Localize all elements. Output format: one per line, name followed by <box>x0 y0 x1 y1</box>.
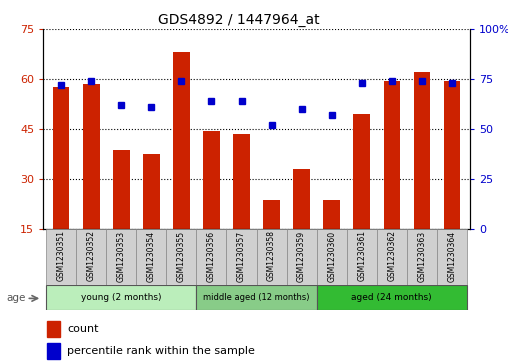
Bar <box>197 229 227 285</box>
Text: GDS4892 / 1447964_at: GDS4892 / 1447964_at <box>158 13 320 27</box>
Text: count: count <box>67 324 99 334</box>
Text: GSM1230359: GSM1230359 <box>297 231 306 281</box>
Text: aged (24 months): aged (24 months) <box>352 293 432 302</box>
Text: GSM1230353: GSM1230353 <box>117 231 126 281</box>
Bar <box>48 321 59 337</box>
Bar <box>76 229 106 285</box>
Text: GSM1230357: GSM1230357 <box>237 231 246 281</box>
Bar <box>377 229 407 285</box>
Bar <box>143 154 160 229</box>
Bar <box>136 229 167 285</box>
Text: GSM1230352: GSM1230352 <box>87 231 96 281</box>
Bar <box>437 229 467 285</box>
Text: GSM1230363: GSM1230363 <box>417 231 426 281</box>
Bar <box>316 285 467 310</box>
Text: GSM1230362: GSM1230362 <box>387 231 396 281</box>
Bar <box>197 285 316 310</box>
Bar <box>203 131 220 229</box>
Bar <box>316 229 346 285</box>
Bar <box>324 200 340 229</box>
Bar <box>354 114 370 229</box>
Text: middle aged (12 months): middle aged (12 months) <box>203 293 310 302</box>
Bar <box>53 87 70 229</box>
Text: GSM1230354: GSM1230354 <box>147 231 156 281</box>
Bar <box>443 81 460 229</box>
Bar <box>46 285 197 310</box>
Text: GSM1230361: GSM1230361 <box>357 231 366 281</box>
Text: age: age <box>6 293 25 303</box>
Bar <box>263 200 280 229</box>
Bar <box>346 229 377 285</box>
Bar <box>113 151 130 229</box>
Text: young (2 months): young (2 months) <box>81 293 162 302</box>
Text: GSM1230358: GSM1230358 <box>267 231 276 281</box>
Bar <box>414 72 430 229</box>
Bar <box>227 229 257 285</box>
Text: GSM1230356: GSM1230356 <box>207 231 216 281</box>
Text: GSM1230351: GSM1230351 <box>57 231 66 281</box>
Bar <box>233 134 250 229</box>
Bar <box>83 84 100 229</box>
Text: percentile rank within the sample: percentile rank within the sample <box>67 346 255 356</box>
Text: GSM1230355: GSM1230355 <box>177 231 186 281</box>
Bar <box>407 229 437 285</box>
Bar <box>48 343 59 359</box>
Bar <box>173 52 189 229</box>
Text: GSM1230360: GSM1230360 <box>327 231 336 281</box>
Bar <box>167 229 197 285</box>
Bar <box>293 169 310 229</box>
Bar <box>46 229 76 285</box>
Bar <box>384 81 400 229</box>
Bar <box>106 229 136 285</box>
Bar <box>287 229 316 285</box>
Text: GSM1230364: GSM1230364 <box>448 231 456 281</box>
Bar <box>257 229 287 285</box>
